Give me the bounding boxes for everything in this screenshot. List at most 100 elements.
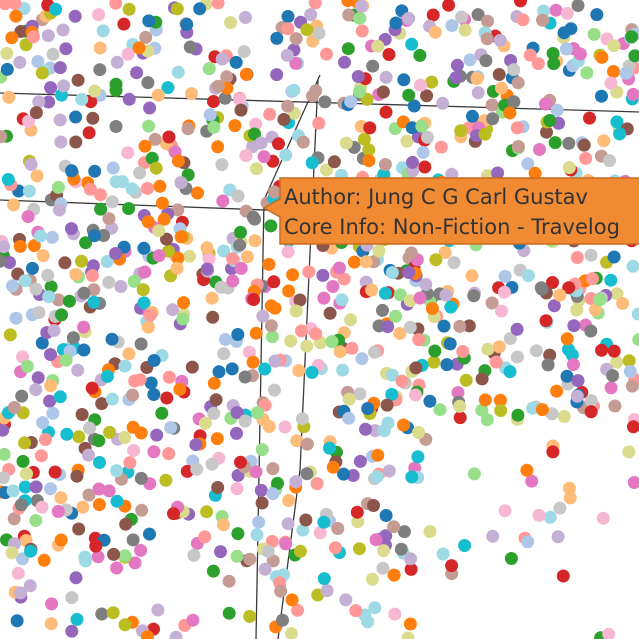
scatter-point[interactable] [162, 447, 176, 461]
scatter-point[interactable] [190, 462, 204, 476]
scatter-point[interactable] [471, 86, 485, 100]
scatter-point[interactable] [234, 103, 248, 117]
scatter-point[interactable] [1, 173, 15, 186]
scatter-point[interactable] [171, 154, 185, 168]
scatter-point[interactable] [286, 268, 300, 282]
scatter-point[interactable] [247, 293, 261, 306]
scatter-point[interactable] [308, 0, 322, 10]
scatter-point[interactable] [0, 254, 7, 268]
scatter-point[interactable] [284, 627, 298, 639]
scatter-point[interactable] [425, 75, 439, 89]
scatter-point[interactable] [7, 401, 21, 414]
scatter-point[interactable] [23, 579, 37, 593]
scatter-point[interactable] [428, 25, 442, 39]
scatter-point[interactable] [58, 256, 72, 270]
scatter-point[interactable] [584, 405, 598, 419]
scatter-point[interactable] [82, 126, 96, 140]
scatter-point[interactable] [458, 539, 472, 552]
scatter-point[interactable] [68, 9, 82, 23]
scatter-point[interactable] [239, 149, 253, 163]
scatter-point[interactable] [520, 463, 534, 477]
scatter-point[interactable] [170, 2, 184, 16]
scatter-point[interactable] [75, 92, 89, 106]
scatter-point[interactable] [83, 421, 96, 435]
scatter-point[interactable] [276, 613, 289, 627]
scatter-point[interactable] [553, 288, 567, 302]
scatter-point[interactable] [577, 138, 591, 152]
scatter-point[interactable] [603, 154, 616, 168]
scatter-point[interactable] [77, 320, 91, 334]
scatter-point[interactable] [14, 25, 28, 38]
scatter-point[interactable] [277, 113, 291, 126]
scatter-point[interactable] [451, 386, 465, 400]
scatter-point[interactable] [394, 542, 408, 556]
scatter-point[interactable] [403, 617, 417, 631]
scatter-point[interactable] [406, 155, 419, 169]
scatter-point[interactable] [526, 401, 540, 415]
scatter-point[interactable] [137, 296, 151, 310]
scatter-point[interactable] [548, 136, 562, 150]
scatter-point[interactable] [338, 55, 351, 69]
scatter-point[interactable] [233, 93, 247, 107]
scatter-point[interactable] [103, 425, 117, 439]
scatter-point[interactable] [342, 8, 356, 22]
scatter-point[interactable] [189, 438, 203, 452]
scatter-point[interactable] [420, 89, 434, 103]
scatter-point[interactable] [110, 55, 124, 69]
scatter-point[interactable] [157, 212, 171, 226]
scatter-point[interactable] [532, 508, 546, 522]
scatter-point[interactable] [607, 250, 621, 264]
scatter-point[interactable] [284, 334, 298, 348]
scatter-point[interactable] [414, 78, 428, 92]
scatter-point[interactable] [51, 505, 65, 518]
scatter-point[interactable] [479, 54, 493, 68]
scatter-point[interactable] [293, 293, 307, 307]
scatter-point[interactable] [114, 280, 128, 293]
scatter-point[interactable] [560, 6, 574, 20]
scatter-point[interactable] [222, 606, 236, 620]
scatter-point[interactable] [381, 320, 395, 334]
scatter-point[interactable] [359, 255, 373, 269]
scatter-point[interactable] [529, 344, 543, 358]
scatter-point[interactable] [102, 275, 116, 289]
scatter-point[interactable] [337, 272, 351, 286]
scatter-point[interactable] [478, 127, 492, 141]
scatter-point[interactable] [166, 303, 180, 317]
scatter-point[interactable] [78, 550, 92, 564]
scatter-point[interactable] [325, 335, 339, 349]
scatter-point[interactable] [342, 411, 356, 425]
scatter-point[interactable] [256, 309, 270, 323]
scatter-point[interactable] [261, 544, 275, 558]
scatter-point[interactable] [300, 467, 314, 481]
scatter-point[interactable] [109, 77, 123, 91]
scatter-point[interactable] [389, 309, 403, 323]
scatter-point[interactable] [507, 63, 521, 77]
scatter-point[interactable] [596, 511, 610, 525]
scatter-point[interactable] [87, 295, 101, 309]
scatter-point[interactable] [607, 65, 620, 78]
scatter-point[interactable] [69, 110, 83, 124]
scatter-point[interactable] [234, 225, 247, 239]
scatter-point[interactable] [584, 248, 598, 262]
scatter-point[interactable] [378, 286, 392, 300]
scatter-point[interactable] [619, 66, 633, 80]
scatter-point[interactable] [511, 408, 525, 422]
scatter-point[interactable] [465, 109, 479, 123]
scatter-point[interactable] [418, 160, 432, 174]
scatter-point[interactable] [243, 609, 257, 623]
scatter-point[interactable] [494, 404, 508, 417]
scatter-point[interactable] [387, 520, 401, 534]
scatter-point[interactable] [250, 406, 264, 420]
scatter-point[interactable] [327, 155, 341, 169]
scatter-point[interactable] [531, 57, 545, 71]
scatter-point[interactable] [387, 568, 401, 582]
scatter-point[interactable] [106, 161, 120, 175]
scatter-point[interactable] [249, 117, 263, 131]
scatter-point[interactable] [345, 341, 359, 355]
scatter-point[interactable] [161, 81, 175, 95]
scatter-point[interactable] [563, 491, 577, 505]
scatter-point[interactable] [282, 284, 296, 298]
scatter-point[interactable] [88, 164, 102, 178]
scatter-point[interactable] [53, 113, 67, 127]
scatter-point[interactable] [102, 212, 116, 226]
